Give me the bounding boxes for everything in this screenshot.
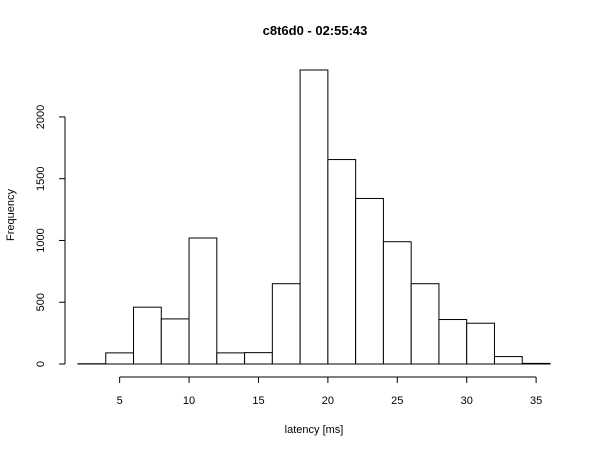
x-axis-tick-label: 10: [183, 395, 195, 407]
histogram-bar: [244, 352, 273, 365]
histogram-bar: [216, 352, 246, 365]
histogram-bar: [271, 283, 301, 365]
histogram-bar: [188, 237, 218, 365]
histogram-bar: [105, 352, 135, 365]
x-axis-label: latency [ms]: [285, 424, 344, 436]
chart-title: c8t6d0 - 02:55:43: [263, 23, 368, 38]
x-axis-tick-label: 30: [461, 395, 473, 407]
histogram-bar: [355, 197, 384, 365]
histogram-bar: [327, 159, 357, 365]
y-axis: 0 500 1000 1500 2000: [35, 105, 66, 367]
x-axis-tick-label: 5: [117, 395, 123, 407]
x-axis-tick-label: 15: [252, 395, 264, 407]
histogram-bar: [299, 69, 329, 365]
y-axis-label: Frequency: [5, 189, 17, 241]
y-axis-tick-label: 2000: [35, 105, 47, 129]
histogram-bar: [438, 319, 468, 365]
histogram-bar: [160, 318, 190, 365]
y-axis-tick-label: 500: [35, 293, 47, 311]
x-axis-tick-label: 35: [530, 395, 542, 407]
x-axis-tick-label: 25: [391, 395, 403, 407]
histogram-bar: [133, 306, 162, 365]
x-axis: 5 10 15 20 25 30 35: [117, 376, 542, 407]
histogram-bar: [382, 241, 412, 365]
y-axis-tick-label: 1000: [35, 228, 47, 252]
histogram-bar: [466, 322, 495, 365]
x-axis-tick-label: 20: [322, 395, 334, 407]
y-axis-tick-label: 0: [35, 361, 47, 367]
histogram-bar: [410, 283, 440, 365]
y-axis-tick-label: 1500: [35, 166, 47, 190]
histogram-bar: [493, 356, 523, 365]
histogram-bars: [77, 69, 551, 365]
histogram-bar: [521, 362, 551, 365]
